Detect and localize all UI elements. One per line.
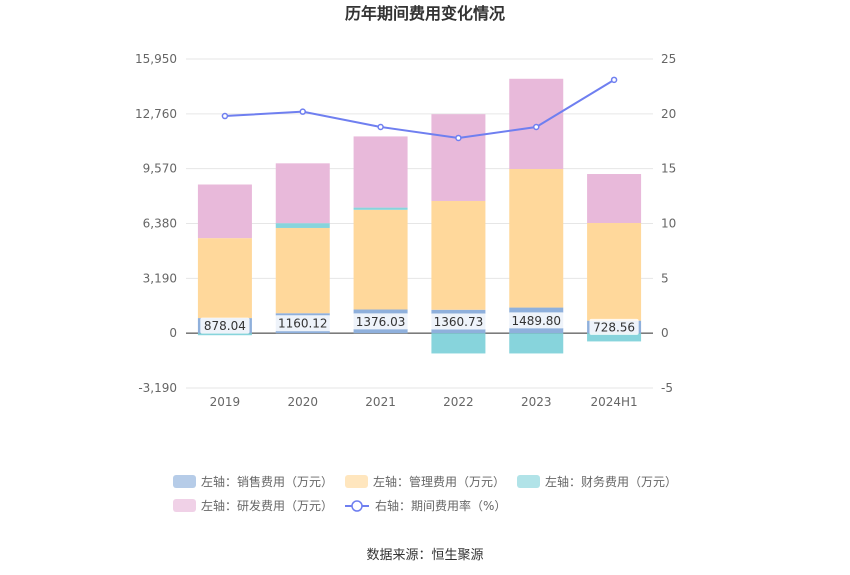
data-label-bg [589,318,639,335]
bar-3-2024H1 [587,174,642,224]
rate-point [377,123,384,131]
bar-3-2020 [275,163,330,224]
right-tick-label: 25 [661,52,676,66]
bar-1-2021 [353,209,408,310]
legend: 左轴：销售费用（万元） 左轴：管理费用（万元） 左轴：财务费用（万元） 左轴：研发费用… [173,474,677,513]
data-labels: 878.04 1160.12 1376.03 1360.73 1489.80 728.56 [200,312,639,335]
rate-point [455,134,462,142]
source-note: 数据来源：恒生聚源 [366,548,483,563]
left-tick-label: -3,190 [138,381,177,395]
left-tick-label: 15,950 [135,52,177,66]
bar-3-2021 [353,136,408,208]
rate-point [299,108,306,115]
right-tick-label: 10 [661,217,676,231]
data-label-bg [508,312,565,329]
x-tick-label: 2021 [365,395,396,409]
data-label: 728.56 [593,320,635,334]
bar-2-2020 [275,223,330,228]
right-tick-label: 20 [661,107,676,121]
bar-2-2019 [197,333,252,336]
chart-title: 历年期间费用变化情况 [345,4,505,23]
rate-point [610,76,618,84]
left-tick-label: 3,190 [143,271,177,285]
data-label: 1360.73 [434,315,484,329]
right-tick-label: -5 [661,381,673,395]
bar-3-2022 [431,114,486,201]
bar-1-2023 [509,169,564,308]
bar-2-2024H1 [587,333,642,342]
bars [197,78,642,354]
bar-2-2022 [431,333,486,354]
legend-swatch [173,475,196,488]
x-tick-label: 2024H1 [590,395,637,409]
bar-1-2019 [197,238,252,319]
data-label: 1376.03 [356,315,406,329]
x-tick-label: 2022 [443,395,474,409]
data-label-bg [352,313,409,330]
x-tick-label: 2020 [287,395,318,409]
bar-2-2023 [509,333,564,354]
bar-1-2024H1 [587,223,642,321]
legend-swatch [517,475,540,488]
rate-line [221,76,618,142]
bar-1-2022 [431,200,486,310]
x-axis: 2019 2020 2021 2022 2023 2024H1 [210,395,638,409]
data-label-bg [430,313,487,330]
right-axis: 25 20 15 10 5 0 -5 [661,52,676,395]
legend-swatch [173,499,196,512]
data-label: 878.04 [204,319,246,333]
right-tick-label: 15 [661,162,676,176]
legend-label: 右轴：期间费用率（%） [375,498,506,513]
rate-point [221,112,229,120]
rate-point [533,123,540,131]
left-tick-label: 0 [169,326,177,340]
legend-swatch [345,475,368,488]
x-tick-label: 2019 [210,395,241,409]
data-label-bg [274,315,331,332]
left-tick-label: 6,380 [143,217,177,231]
bar-1-2020 [275,227,330,314]
grid [186,58,653,389]
data-label: 1160.12 [278,317,328,331]
left-tick-label: 12,760 [135,107,177,121]
data-label-bg [200,317,250,334]
legend-label: 左轴：销售费用（万元） [201,474,333,489]
left-tick-label: 9,570 [143,162,177,176]
right-tick-label: 0 [661,326,669,340]
legend-line-marker [351,500,363,512]
x-tick-label: 2023 [521,395,552,409]
right-tick-label: 5 [661,271,669,285]
rate-line-path [224,78,615,139]
legend-label: 左轴：研发费用（万元） [201,498,333,513]
bar-2-2021 [353,207,408,210]
data-label: 1489.80 [511,314,561,328]
legend-label: 左轴：管理费用（万元） [373,474,505,489]
legend-label: 左轴：财务费用（万元） [545,474,677,489]
left-axis: 15,950 12,760 9,570 6,380 3,190 0 -3,190 [135,52,177,395]
bar-3-2019 [197,184,252,239]
